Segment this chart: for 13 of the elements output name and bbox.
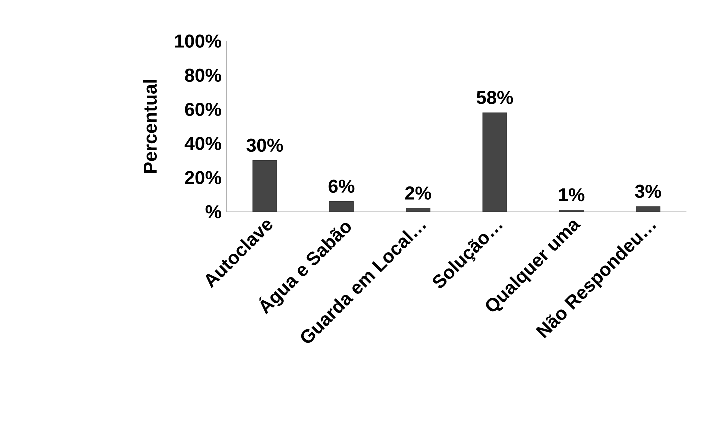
y-tick-label: 60% xyxy=(185,102,222,116)
y-tick-label: % xyxy=(206,205,222,218)
data-label: 3% xyxy=(635,184,662,198)
data-label: 30% xyxy=(246,138,284,152)
data-label: 6% xyxy=(328,180,355,193)
y-tick-label: 40% xyxy=(184,136,222,150)
y-tick-label: 100% xyxy=(175,34,222,48)
data-label: 2% xyxy=(405,186,432,200)
y-tick-label: 20% xyxy=(185,171,222,184)
y-tick-label: 80% xyxy=(185,68,222,82)
data-label: 58% xyxy=(476,90,514,104)
data-label: 1% xyxy=(559,188,585,202)
y-axis-title: Percentual xyxy=(143,80,158,173)
